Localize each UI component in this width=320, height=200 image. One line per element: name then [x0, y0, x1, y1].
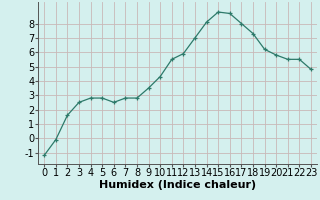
X-axis label: Humidex (Indice chaleur): Humidex (Indice chaleur) [99, 180, 256, 190]
